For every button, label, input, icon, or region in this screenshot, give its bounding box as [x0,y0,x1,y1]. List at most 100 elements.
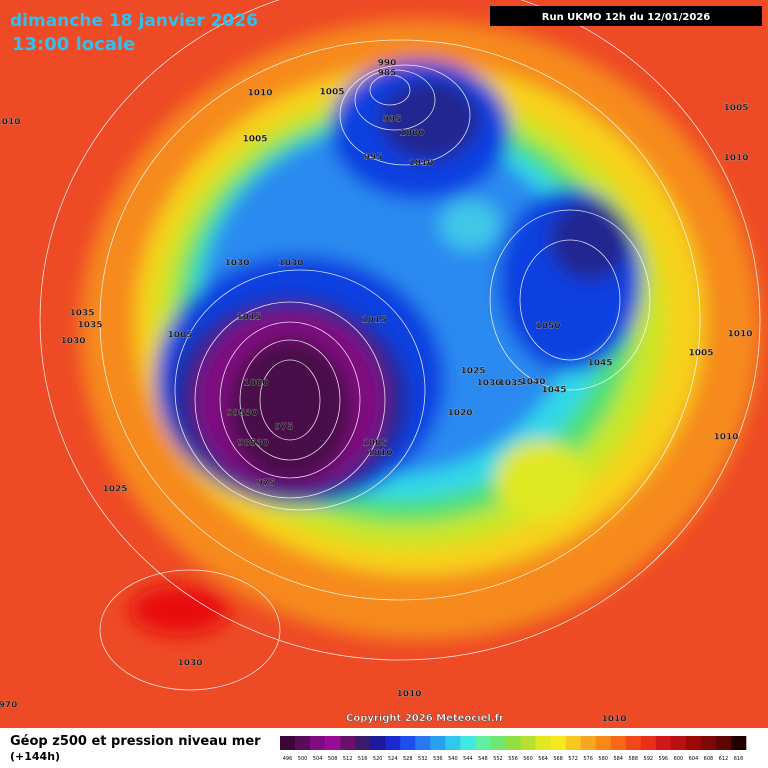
color-swatch [325,736,341,750]
level-label: 544 [463,756,473,762]
color-swatch [370,736,386,750]
color-swatch [715,736,732,750]
isobar-label: 1045 [541,386,566,396]
level-label: 496 [283,756,293,762]
isobar-label: 970 [0,701,17,711]
color-swatch [610,736,627,750]
color-swatch [685,736,702,750]
isobar-label: 1005 [723,104,748,114]
level-label: 608 [704,756,714,762]
level-label: 520 [373,756,383,762]
level-label: 592 [644,756,654,762]
color-swatch [385,736,401,750]
run-info: Run UKMO 12h du 12/01/2026 [542,12,711,23]
color-swatch [730,736,747,750]
isobar-label: 995 [364,153,383,163]
isobar-label: 1040 [520,378,545,388]
isobar-label: 1010 [727,330,752,340]
level-label: 528 [403,756,413,762]
color-swatch [565,736,581,750]
color-swatch [355,736,371,750]
isobar-label: 995 [383,115,402,125]
isobar-label: 1000 [243,379,268,389]
color-swatch [520,736,536,750]
color-swatch [310,736,326,750]
isobar-label: 975 [257,479,276,489]
level-label: 572 [568,756,578,762]
color-swatch [580,736,596,750]
isobar-label: 1015 [361,316,386,326]
legend-title: Géop z500 et pression niveau mer [10,734,261,749]
isobar-label: 975 [275,423,294,433]
color-swatch [670,736,687,750]
isobar-label: 1010 [723,154,748,164]
color-swatch [535,736,551,750]
isobar-label: 1005 [242,135,267,145]
legend-subtitle: (+144h) [10,750,60,763]
geopotential-field [0,0,768,728]
isobar-label: 1010 [0,118,21,128]
copyright: Copyright 2026 Meteociel.fr [346,713,504,724]
level-label: 556 [508,756,518,762]
color-swatch [415,736,431,750]
color-swatch [460,736,476,750]
level-label: 580 [598,756,608,762]
isobar-label: 1005 [167,331,192,341]
isobar-label: 1035 [69,309,94,319]
isobar-label: 1010 [601,715,626,725]
color-swatch [445,736,461,750]
level-label: 524 [388,756,398,762]
level-label: 564 [538,756,548,762]
isobar-label: 1000 [399,129,424,139]
color-swatch [550,736,566,750]
color-swatch [430,736,446,750]
isobar-label: 1010 [396,690,421,700]
color-swatch [280,736,296,750]
level-label: 512 [343,756,353,762]
color-swatch [640,736,657,750]
color-swatch [595,736,612,750]
level-label: 612 [719,756,729,762]
level-label: 540 [448,756,458,762]
isobar-label: 1035 [498,379,523,389]
isobar-label: 1030 [278,259,303,269]
level-label: 516 [358,756,368,762]
isobar-label: 99530 [226,409,257,419]
isobar-label: 98530 [237,439,268,449]
isobar-label: 1030 [177,659,202,669]
isobar-label: 1045 [587,359,612,369]
color-swatch [400,736,416,750]
level-label: 600 [674,756,684,762]
level-label: 560 [523,756,533,762]
isobar-label: 1010 [713,433,738,443]
isobar-label: 1050 [535,322,560,332]
level-label: 500 [298,756,308,762]
isobar-label: 985 [378,69,397,79]
level-label: 548 [478,756,488,762]
level-label: 588 [628,756,638,762]
color-swatch [505,736,521,750]
level-label: 536 [433,756,443,762]
level-label: 584 [613,756,623,762]
level-label: 616 [734,756,744,762]
forecast-date: dimanche 18 janvier 2026 [10,11,258,31]
run-box [490,6,762,26]
level-label: 532 [418,756,428,762]
color-swatch [295,736,311,750]
color-swatch [625,736,642,750]
color-swatch [340,736,356,750]
color-swatch [655,736,672,750]
level-label: 568 [553,756,563,762]
isobar-label: 1025 [102,485,127,495]
isobar-label: 1030 [224,259,249,269]
isobar-label: 1010 [247,89,272,99]
isobar-label: 1030 [60,337,85,347]
color-swatch [490,736,506,750]
level-label: 504 [313,756,323,762]
level-label: 576 [583,756,593,762]
level-label: 552 [493,756,503,762]
isobar-label: 1035 [77,321,102,331]
color-swatch [700,736,717,750]
isobar-label: 1015 [236,313,261,323]
